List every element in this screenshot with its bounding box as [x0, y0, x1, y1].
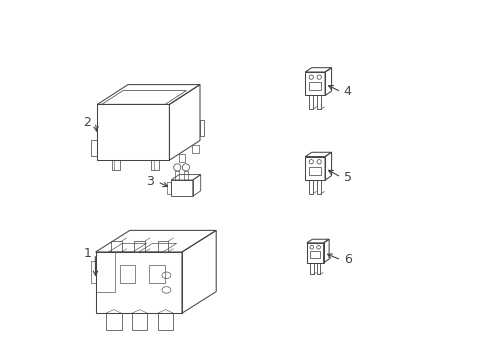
Text: 5: 5	[343, 171, 352, 184]
Text: 2: 2	[83, 116, 91, 129]
Text: 6: 6	[343, 253, 351, 266]
Text: 1: 1	[83, 247, 91, 260]
Text: 4: 4	[343, 85, 351, 98]
Text: 3: 3	[146, 175, 153, 188]
